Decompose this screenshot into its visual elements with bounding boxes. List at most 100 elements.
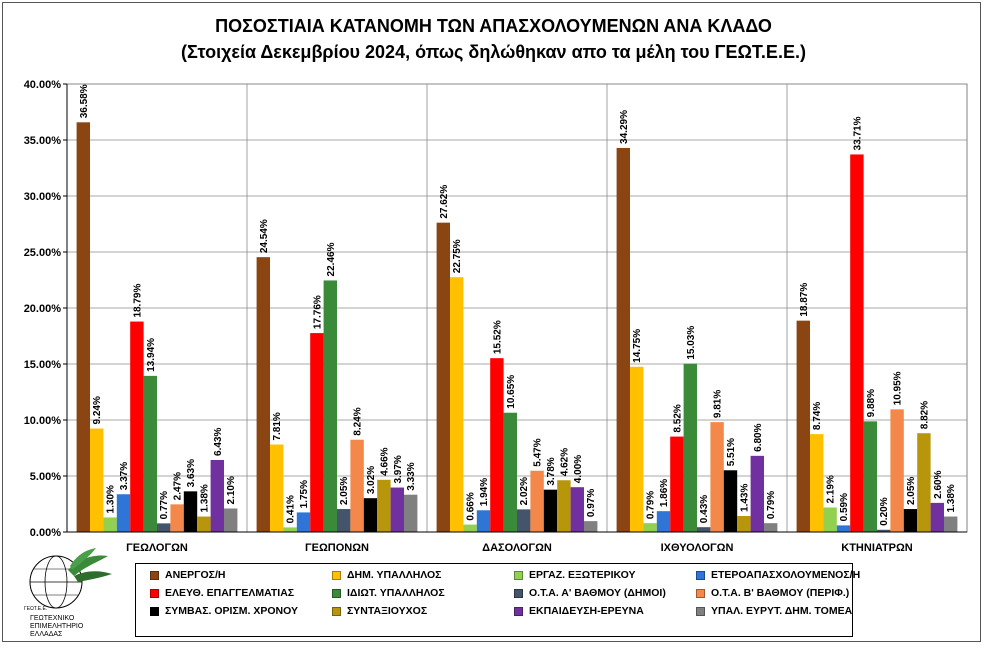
data-label: 17.76% xyxy=(312,295,323,329)
data-label: 7.81% xyxy=(272,412,283,440)
legend-label: Ο.Τ.Α. Β' ΒΑΘΜΟΥ (ΠΕΡΙΦ.) xyxy=(711,587,850,599)
data-label: 15.52% xyxy=(492,320,503,354)
legend-label: ΕΚΠΑΙΔΕΥΣΗ-ΕΡΕΥΝΑ xyxy=(529,605,644,617)
legend-item: ΕΡΓΑΖ. ΕΞΩΤΕΡΙΚΟΥ xyxy=(514,568,636,582)
bar xyxy=(764,523,778,532)
data-label: 1.75% xyxy=(299,480,310,508)
logo-text-line1: ΓΕΩΤΕΧΝΙΚΟ xyxy=(30,615,75,622)
bar xyxy=(436,222,450,532)
logo-text-line3: ΕΛΛΑΔΑΣ xyxy=(30,631,63,638)
data-label: 24.54% xyxy=(259,219,270,253)
legend-swatch xyxy=(150,606,159,616)
data-label: 2.10% xyxy=(226,476,237,504)
chart-subtitle: (Στοιχεία Δεκεμβρίου 2024, όπως δηλώθηκα… xyxy=(181,42,806,62)
data-label: 0.97% xyxy=(586,489,597,517)
bar xyxy=(670,436,684,532)
bar xyxy=(363,498,378,532)
bar xyxy=(76,122,90,532)
bar xyxy=(503,412,517,532)
legend-swatch xyxy=(514,570,523,580)
y-tick-label: 5.00% xyxy=(30,471,61,483)
legend-label: ΔΗΜ. ΥΠΑΛΛΗΛΟΣ xyxy=(347,569,442,581)
logo-text-line2: ΕΠΙΜΕΛΗΤΗΡΙΟ xyxy=(30,623,84,630)
bar xyxy=(103,517,117,532)
legend-swatch xyxy=(332,606,341,616)
logo-leaf-icon xyxy=(68,555,108,576)
bar xyxy=(143,375,157,532)
bar xyxy=(197,516,211,532)
legend-item: ΣΥΜΒΑΣ. ΟΡΙΣΜ. ΧΡΟΝΟΥ xyxy=(150,604,298,618)
data-label: 13.94% xyxy=(146,338,157,372)
y-tick-label: 25.00% xyxy=(24,247,62,259)
data-label: 4.00% xyxy=(573,455,584,483)
data-label: 4.62% xyxy=(559,448,570,476)
bar xyxy=(530,470,544,532)
bar xyxy=(404,494,418,532)
logo-ring-text: ΓΕΩΤ.Ε.Ε. xyxy=(24,606,47,612)
data-label: 18.79% xyxy=(132,284,143,318)
data-label: 2.05% xyxy=(339,477,350,505)
data-label: 5.51% xyxy=(726,438,737,466)
legend-label: ΕΛΕΥΘ. ΕΠΑΓΓΕΛΜΑΤΙΑΣ xyxy=(165,587,295,599)
data-label: 3.02% xyxy=(366,466,377,494)
bar xyxy=(517,509,531,532)
data-label: 0.43% xyxy=(699,495,710,523)
legend-label: ΥΠΑΛ. ΕΥΡΥΤ. ΔΗΜ. ΤΟΜΕΑ xyxy=(711,605,853,617)
bar xyxy=(170,504,184,532)
bar xyxy=(157,523,171,532)
bar xyxy=(450,277,464,532)
bar xyxy=(750,455,764,532)
data-label: 6.80% xyxy=(753,423,764,451)
bar xyxy=(283,527,297,532)
bar xyxy=(890,409,904,532)
data-label: 2.47% xyxy=(173,472,184,500)
legend-swatch xyxy=(696,570,705,580)
bar xyxy=(917,433,931,532)
bar xyxy=(116,494,131,532)
bar xyxy=(377,479,391,532)
data-label: 10.65% xyxy=(506,375,517,409)
bar xyxy=(836,525,851,532)
bar xyxy=(183,491,198,532)
bar xyxy=(810,434,824,532)
data-label: 8.24% xyxy=(353,407,364,435)
legend-swatch xyxy=(332,570,341,580)
x-tick-label: ΓΕΩΛΟΓΩΝ xyxy=(126,542,188,554)
data-label: 1.94% xyxy=(479,478,490,506)
data-label: 8.82% xyxy=(919,401,930,429)
bar xyxy=(557,480,571,532)
legend-label: ΑΝΕΡΓΟΣ/Η xyxy=(165,569,226,581)
legend-item: ΕΛΕΥΘ. ΕΠΑΓΓΕΛΜΑΤΙΑΣ xyxy=(150,586,294,600)
data-label: 0.79% xyxy=(766,491,777,519)
bar xyxy=(863,421,877,532)
bar xyxy=(210,459,224,532)
data-label: 3.97% xyxy=(393,455,404,483)
legend-swatch xyxy=(514,588,523,598)
bar xyxy=(656,511,671,532)
bar xyxy=(737,515,751,532)
y-tick-label: 30.00% xyxy=(24,191,62,203)
data-label: 22.75% xyxy=(452,239,463,273)
bar xyxy=(630,366,644,532)
data-label: 8.52% xyxy=(672,404,683,432)
legend-item: Ο.Τ.Α. Α' ΒΑΘΜΟΥ (ΔΗΜΟΙ) xyxy=(514,586,666,600)
bar xyxy=(543,489,558,532)
bar xyxy=(850,154,864,532)
data-label: 36.58% xyxy=(79,84,90,118)
bar xyxy=(796,320,810,532)
data-label: 18.87% xyxy=(799,283,810,317)
data-label: 0.77% xyxy=(159,491,170,519)
data-label: 1.38% xyxy=(946,484,957,512)
data-label: 9.24% xyxy=(92,396,103,424)
geotee-logo: ΓΕΩΤΕΧΝΙΚΟ ΕΠΙΜΕΛΗΤΗΡΙΟ ΕΛΛΑΔΑΣ ΓΕΩΤ.Ε.Ε… xyxy=(24,548,112,638)
y-tick-label: 35.00% xyxy=(24,135,62,147)
data-label: 3.37% xyxy=(119,462,130,490)
chart-title: ΠΟΣΟΣΤΙΑΙΑ ΚΑΤΑΝΟΜΗ ΤΩΝ ΑΠΑΣΧΟΛΟΥΜΕΝΩΝ Α… xyxy=(215,16,772,36)
data-label: 9.88% xyxy=(866,389,877,417)
data-label: 2.02% xyxy=(519,477,530,505)
data-label: 27.62% xyxy=(439,185,450,219)
data-label: 9.81% xyxy=(713,390,724,418)
legend-label: Ο.Τ.Α. Α' ΒΑΘΜΟΥ (ΔΗΜΟΙ) xyxy=(529,587,666,599)
bar xyxy=(256,257,270,532)
bar xyxy=(877,529,891,532)
